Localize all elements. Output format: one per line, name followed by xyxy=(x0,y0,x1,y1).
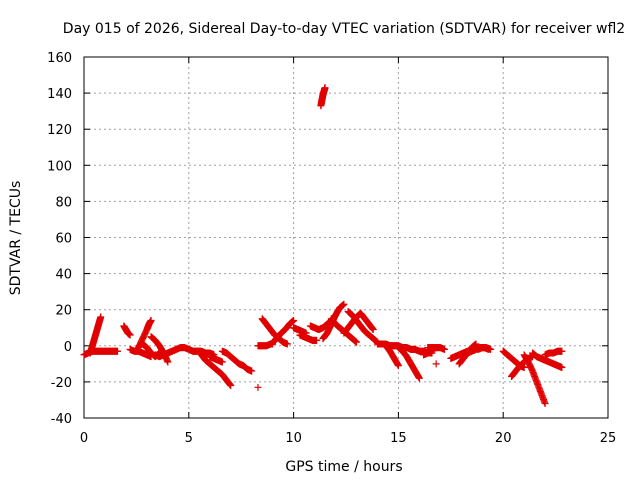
series-seg01 xyxy=(80,347,122,359)
data-point xyxy=(218,358,226,366)
x-tick-label: 20 xyxy=(495,431,512,446)
data-point xyxy=(369,326,377,334)
series-seg20 xyxy=(317,84,329,110)
data-point xyxy=(248,367,256,375)
data-point xyxy=(227,382,235,390)
data-point xyxy=(487,345,495,353)
x-tick-label: 15 xyxy=(390,431,407,446)
data-point xyxy=(340,300,348,308)
y-tick-label: -20 xyxy=(51,376,72,391)
series-seg05 xyxy=(134,317,155,352)
data-point xyxy=(114,347,122,355)
series-seg26 xyxy=(382,342,402,370)
data-point xyxy=(415,374,423,382)
x-tick-label: 0 xyxy=(80,431,88,446)
data-point xyxy=(290,317,298,325)
y-tick-label: 160 xyxy=(47,51,72,66)
series-seg16 xyxy=(269,317,298,346)
series-seg38 xyxy=(520,351,549,408)
x-tick-label: 5 xyxy=(185,431,193,446)
series-seg13 xyxy=(254,383,262,391)
series-seg10 xyxy=(197,351,235,390)
chart-title: Day 015 of 2026, Sidereal Day-to-day VTE… xyxy=(63,21,625,37)
series-seg12 xyxy=(218,347,256,375)
data-point xyxy=(352,338,360,346)
y-tick-label: 60 xyxy=(55,232,72,247)
data-point xyxy=(394,362,402,370)
data-point xyxy=(164,358,172,366)
series-seg35 xyxy=(474,344,495,353)
y-tick-label: -40 xyxy=(51,412,72,427)
data-point xyxy=(147,317,155,325)
data-point xyxy=(97,313,105,321)
data-point xyxy=(441,345,449,353)
series-seg03 xyxy=(120,322,134,339)
series-seg23 xyxy=(340,309,377,337)
x-tick-label: 25 xyxy=(600,431,617,446)
y-axis-label: SDTVAR / TECUs xyxy=(8,181,24,296)
data-point xyxy=(283,340,291,348)
y-tick-label: 140 xyxy=(47,87,72,102)
data-point xyxy=(558,347,566,355)
x-axis-label: GPS time / hours xyxy=(285,459,402,475)
x-tick-label: 10 xyxy=(285,431,302,446)
data-point xyxy=(254,383,262,391)
series-seg31 xyxy=(432,360,440,368)
data-point xyxy=(313,336,321,344)
data-point xyxy=(558,363,566,371)
series-seg30 xyxy=(424,344,449,353)
series-seg24 xyxy=(344,308,381,346)
y-tick-label: 120 xyxy=(47,123,72,138)
series-seg39 xyxy=(529,349,566,371)
grid xyxy=(84,57,608,418)
data-point xyxy=(432,360,440,368)
series-seg40 xyxy=(541,347,566,359)
y-tick-label: 80 xyxy=(55,195,72,210)
data-point xyxy=(541,400,549,408)
series-seg18 xyxy=(296,331,321,344)
data-point xyxy=(321,84,329,92)
series-seg02 xyxy=(86,313,105,357)
data-points xyxy=(80,84,566,408)
data-point xyxy=(126,331,134,339)
series-seg11 xyxy=(206,353,226,366)
y-tick-label: 40 xyxy=(55,268,72,283)
axis-ticks: 0 5 10 15 20 25 -40 -20 0 20 40 60 80 100 120 140 160 xyxy=(47,51,616,446)
y-tick-label: 100 xyxy=(47,159,72,174)
y-tick-label: 0 xyxy=(64,340,72,355)
y-tick-label: 20 xyxy=(55,304,72,319)
